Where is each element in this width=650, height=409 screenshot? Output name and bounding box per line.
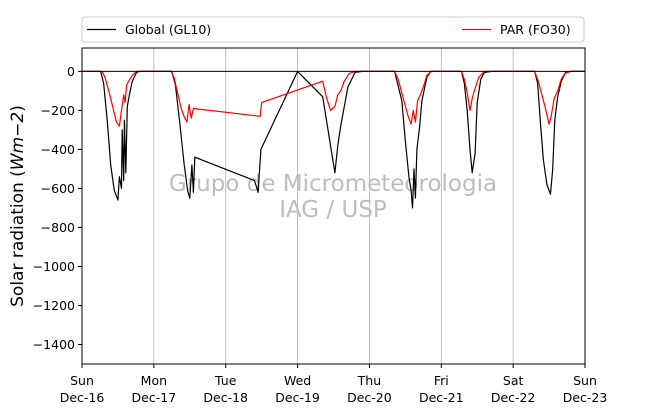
x-tick-label-dow: Sun (70, 373, 94, 388)
x-tick-label-dow: Mon (141, 373, 167, 388)
y-tick-label: −1000 (33, 259, 75, 274)
x-tick-label-date: Dec-19 (275, 390, 320, 405)
x-tick-label-date: Dec-16 (60, 390, 105, 405)
x-tick-label-date: Dec-18 (203, 390, 248, 405)
x-tick-label-date: Dec-23 (563, 390, 608, 405)
legend-label-par: PAR (FO30) (500, 22, 571, 37)
plot-frame (81, 47, 586, 365)
x-tick-label-date: Dec-17 (132, 390, 177, 405)
legend-label-global: Global (GL10) (125, 22, 211, 37)
legend-box (81, 16, 585, 43)
x-tick-label-dow: Fri (434, 373, 449, 388)
y-tick-label: −600 (41, 181, 75, 196)
x-tick-label-dow: Tue (214, 373, 237, 388)
watermark-line-2: IAG / USP (279, 197, 387, 223)
y-tick-label: 0 (67, 64, 75, 79)
y-axis-label: Solar radiation (Wm−2) (8, 105, 28, 307)
x-tick-label-date: Dec-20 (347, 390, 392, 405)
x-tick-label-dow: Sun (573, 373, 597, 388)
y-tick-label: −400 (41, 142, 75, 157)
y-axis: 0 −200 −400 −600 −800 −1000 −1200 −1400 (33, 64, 82, 352)
y-tick-label: −200 (41, 103, 75, 118)
x-tick-label-dow: Sat (503, 373, 524, 388)
gridlines (153, 48, 514, 364)
x-tick-label-dow: Wed (284, 373, 311, 388)
series-line-par (82, 70, 585, 127)
x-tick-label-dow: Thu (357, 373, 381, 388)
legend: Global (GL10) PAR (FO30) (81, 16, 585, 43)
x-axis: Sun Dec-16 Mon Dec-17 Tue Dec-18 Wed Dec-19 Thu D… (60, 364, 608, 405)
y-tick-label: −800 (41, 220, 75, 235)
x-tick-label-date: Dec-22 (491, 390, 536, 405)
x-tick-label-date: Dec-21 (419, 390, 464, 405)
watermark-line-1: Grupo de Micrometeorologia (169, 171, 497, 197)
y-tick-label: −1200 (33, 298, 75, 313)
y-tick-label: −1400 (33, 337, 75, 352)
